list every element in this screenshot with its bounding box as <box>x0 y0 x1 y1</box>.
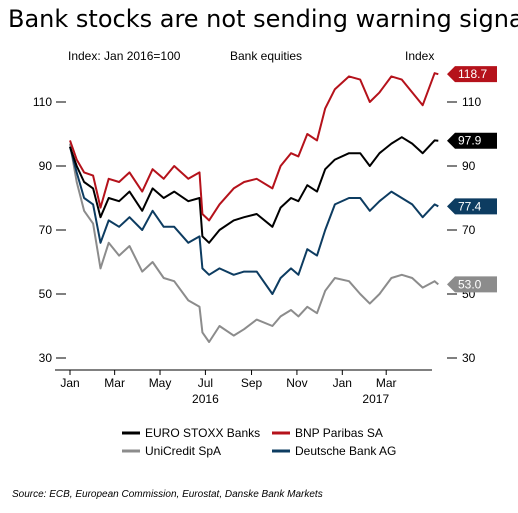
y-tick-label-left-70: 70 <box>39 223 53 237</box>
end-flag-euro-stoxx-banks <box>447 132 497 149</box>
x-tick-label-2016-09-01: Sep <box>241 376 263 390</box>
series-line-bnp-paribas-sa <box>69 72 439 222</box>
source-note: Source: ECB, European Commission, Eurost… <box>12 489 323 500</box>
end-flag-unicredit-spa <box>447 276 497 293</box>
legend: EURO STOXX Banks BNP Paribas SA UniCredi… <box>122 426 396 458</box>
series-line-unicredit-spa <box>69 143 439 343</box>
legend-label-bnp-paribas: BNP Paribas SA <box>295 426 383 440</box>
x-year-label-2016: 2016 <box>192 392 219 406</box>
x-tick-label-2016-03-01: Mar <box>104 376 125 390</box>
y-tick-label-right-90: 90 <box>462 159 476 173</box>
end-flag-bnp-paribas-sa <box>447 66 497 83</box>
end-value-flags: 97.9 118.7 53.0 77.4 <box>447 66 497 293</box>
series-line-deutsche-bank-ag <box>69 146 439 295</box>
x-tick-label-2016-05-01: May <box>149 376 172 390</box>
series-layer <box>69 72 439 343</box>
legend-label-deutsche-bank: Deutsche Bank AG <box>295 444 396 458</box>
x-year-label-2017: 2017 <box>362 392 389 406</box>
legend-label-euro-stoxx-banks: EURO STOXX Banks <box>145 426 260 440</box>
chart-subtitle: Index: Jan 2016=100 <box>68 49 181 63</box>
end-value-label-euro-stoxx-banks: 97.9 <box>458 134 482 148</box>
y-tick-label-left-30: 30 <box>39 351 53 365</box>
left-axis-note: Bank equities <box>230 49 302 63</box>
y-tick-label-right-70: 70 <box>462 223 476 237</box>
end-value-label-deutsche-bank-ag: 77.4 <box>458 199 482 213</box>
x-tick-label-2016-11-01: Nov <box>286 376 307 390</box>
right-axis-label: Index <box>405 49 434 63</box>
y-tick-label-left-50: 50 <box>39 287 53 301</box>
legend-label-unicredit: UniCredit SpA <box>145 444 221 458</box>
end-value-label-bnp-paribas-sa: 118.7 <box>458 67 487 81</box>
chart-title: Bank stocks are not sending warning sign… <box>8 5 518 33</box>
x-tick-label-2016-07-01: Jul <box>198 376 213 390</box>
end-value-label-unicredit-spa: 53.0 <box>458 277 482 291</box>
y-tick-label-left-110: 110 <box>33 95 52 109</box>
x-tick-label-2016-01-01: Jan <box>60 376 79 390</box>
y-tick-label-left-90: 90 <box>39 159 53 173</box>
end-flag-deutsche-bank-ag <box>447 198 497 215</box>
series-line-euro-stoxx-banks <box>69 136 439 244</box>
y-tick-label-right-110: 110 <box>462 95 481 109</box>
x-tick-label-2017-03-01: Mar <box>376 376 397 390</box>
y-tick-label-right-30: 30 <box>462 351 476 365</box>
x-tick-label-2017-01-01: Jan <box>333 376 352 390</box>
